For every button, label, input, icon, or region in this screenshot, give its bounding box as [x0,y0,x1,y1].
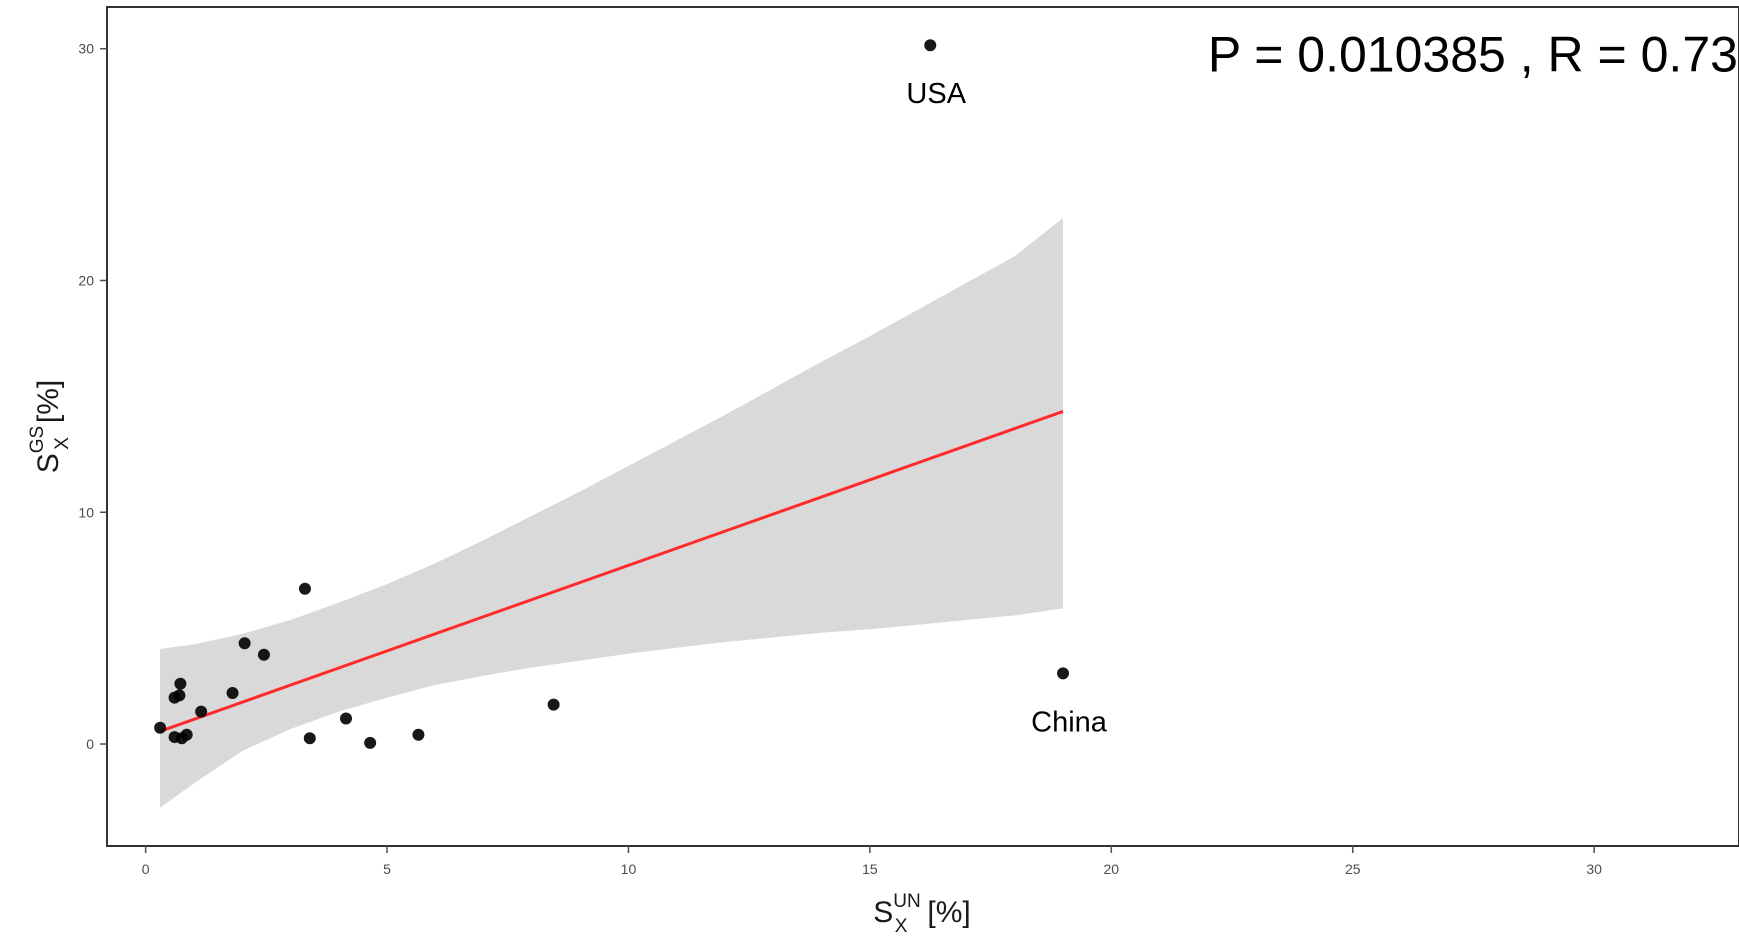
x-tick-label: 5 [383,861,391,877]
confidence-band-layer [160,217,1064,808]
stats-annotation: P = 0.010385 , R = 0.73111 [1208,26,1739,82]
x-axis-title-sup: UN [893,891,920,912]
data-point [238,637,251,650]
x-tick-label: 0 [142,861,150,877]
point-label-usa: USA [906,78,966,110]
panel-border [106,6,1739,847]
x-axis: 0 5 10 15 20 25 30 [142,846,1602,877]
y-axis-title-main: S [32,453,65,473]
x-axis-title-sub: X [895,916,908,937]
data-point [298,582,311,595]
data-point [412,728,425,741]
x-tick-label: 20 [1104,861,1120,877]
y-tick-label: 10 [78,504,94,520]
x-axis-title-unit: [%] [927,896,970,929]
data-point [257,648,270,661]
data-point [303,732,316,745]
points-layer [154,39,1070,749]
y-axis-title-sub: X [52,437,73,450]
data-point [340,712,353,725]
data-point [154,721,167,734]
data-point [174,677,187,690]
point-label-china: China [1031,706,1108,738]
y-axis-title-sup: GS [27,426,48,453]
y-axis-title: SGS X [%] [27,380,73,474]
data-point [547,698,560,711]
data-point [195,705,208,718]
x-axis-title: SUN X [%] [873,891,971,937]
data-point [173,689,186,702]
y-tick-label: 30 [78,41,94,57]
regression-line [159,410,1064,733]
x-axis-title-main: S [873,896,893,929]
y-axis: 0 10 20 30 [78,41,107,752]
data-point [364,736,377,749]
x-tick-label: 30 [1586,861,1602,877]
y-axis-title-unit: [%] [32,380,65,423]
data-point [180,728,193,741]
y-tick-label: 20 [78,272,94,288]
data-point [924,39,937,52]
x-tick-label: 15 [862,861,878,877]
confidence-band [160,217,1064,808]
regression-line-layer [159,410,1064,733]
x-tick-label: 10 [621,861,637,877]
y-tick-label: 0 [86,736,94,752]
x-tick-label: 25 [1345,861,1361,877]
data-point [1057,667,1070,680]
data-point [226,687,239,700]
point-labels-layer: USA China [906,78,1107,738]
